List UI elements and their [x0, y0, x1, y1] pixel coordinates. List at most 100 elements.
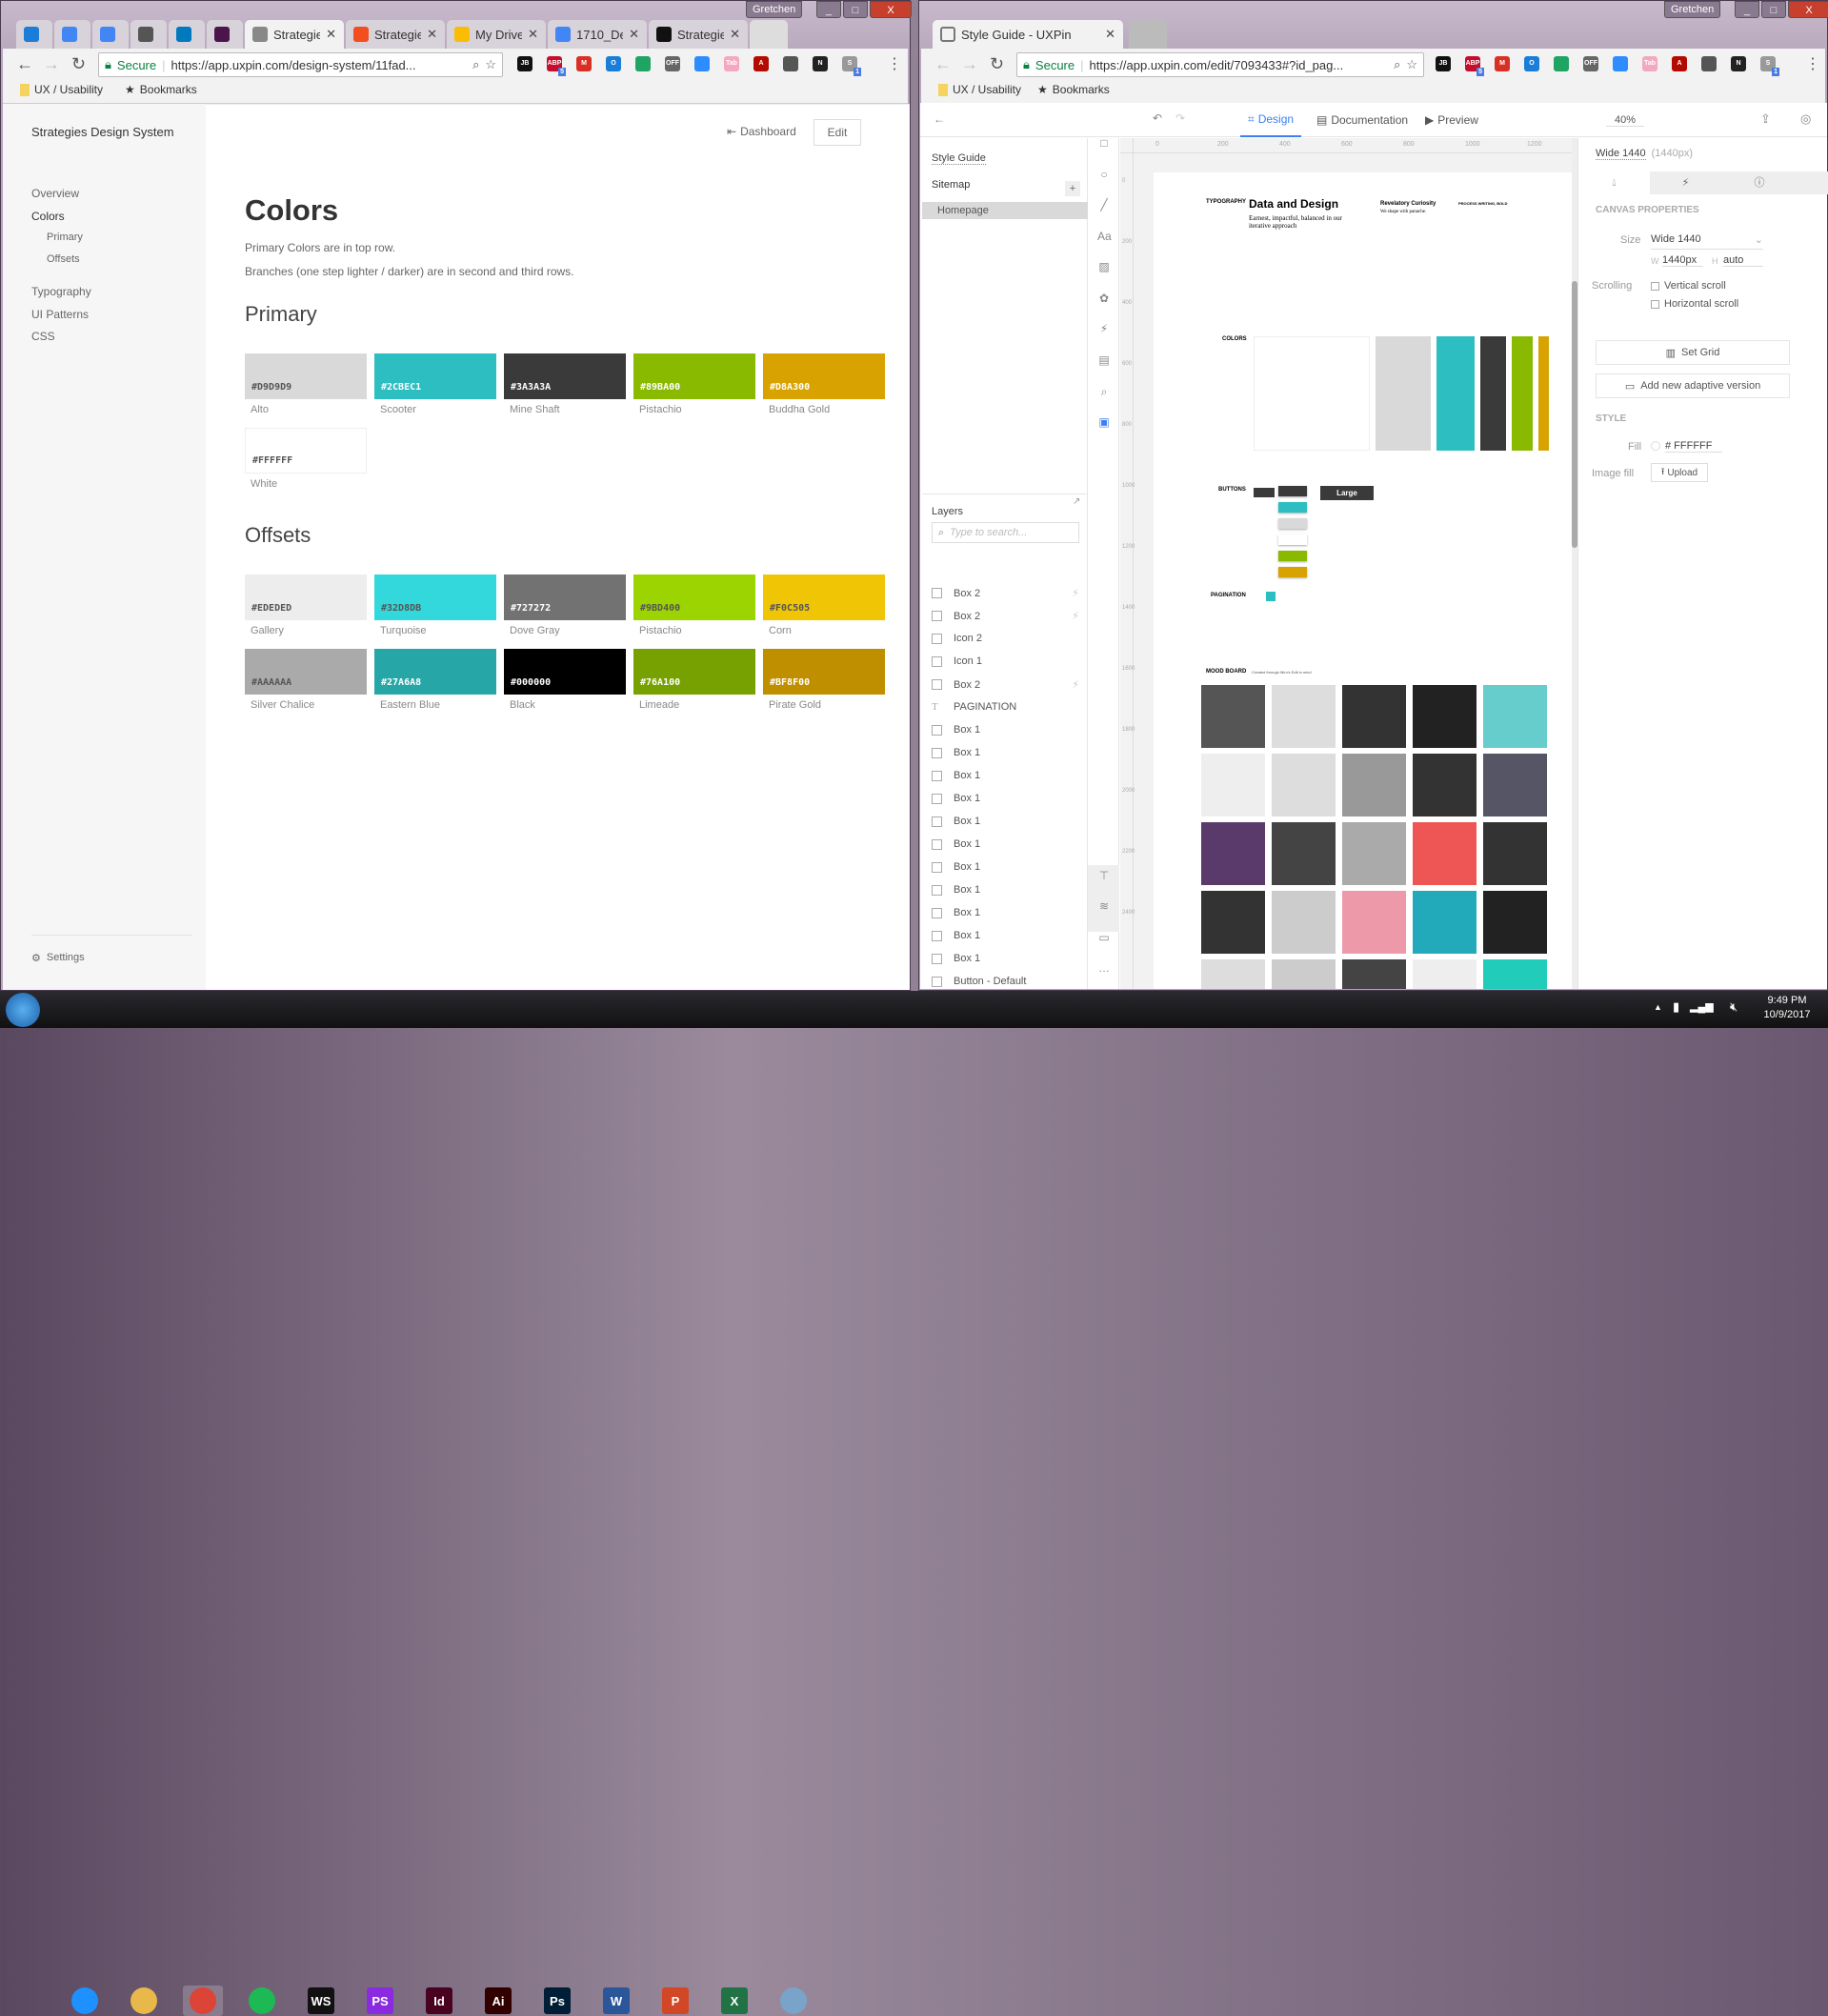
horizontal-scroll-checkbox[interactable]: Horizontal scroll [1651, 298, 1738, 310]
layers-search-input[interactable]: ⌕ Type to search... [932, 522, 1079, 543]
back-arrow-icon[interactable]: ← [934, 112, 945, 126]
extension-icon[interactable]: N [1731, 56, 1746, 71]
layer-item[interactable]: Box 1 [932, 953, 1079, 964]
sidebar-item-primary[interactable]: Primary [47, 232, 83, 243]
bookmark-ux-usability[interactable]: UX / Usability [938, 83, 1021, 96]
forward-icon[interactable]: → [961, 54, 978, 73]
icon-tool-icon[interactable]: ✿ [1098, 292, 1110, 305]
style-tab-drop-icon[interactable]: 💧︎ [1578, 171, 1650, 194]
extension-icon[interactable] [1613, 56, 1628, 71]
close-tab-icon[interactable]: ✕ [1105, 27, 1115, 41]
share-icon[interactable]: ⇪ [1760, 111, 1771, 126]
explorer-icon[interactable] [124, 1986, 164, 2016]
close-window-button[interactable]: X [1788, 1, 1828, 18]
color-swatch[interactable]: #89BA00 [633, 353, 755, 399]
layer-item[interactable]: Box 1 [932, 838, 1079, 850]
maximize-button[interactable]: □ [843, 1, 868, 18]
extension-icon[interactable]: JB [1436, 56, 1451, 71]
illustrator-icon[interactable]: Ai [478, 1986, 518, 2016]
sidebar-item-css[interactable]: CSS [31, 330, 55, 343]
layer-item[interactable]: Box 1 [932, 724, 1079, 736]
layer-item[interactable]: Box 1 [932, 793, 1079, 804]
layer-item[interactable]: Box 1 [932, 861, 1079, 873]
extension-icon[interactable]: Tab [1642, 56, 1657, 71]
layer-item[interactable]: Icon 1 [932, 655, 1079, 667]
layer-item[interactable]: Box 2 ⚡︎ [932, 678, 1079, 691]
minimize-button[interactable]: _ [816, 1, 841, 18]
size-select[interactable]: Wide 1440 ⌄ [1651, 233, 1763, 250]
component-tool-icon[interactable]: ▤ [1098, 353, 1110, 367]
extension-icon[interactable] [635, 56, 651, 71]
spotify-icon[interactable] [242, 1986, 282, 2016]
new-tab-button[interactable] [1129, 20, 1167, 49]
phpstorm-icon[interactable]: PS [360, 1986, 400, 2016]
color-swatch[interactable]: #BF8F00 [763, 649, 885, 695]
color-swatch[interactable]: #EDEDED [245, 575, 367, 620]
powerpoint-icon[interactable]: P [655, 1986, 695, 2016]
design-canvas[interactable]: 0 200 400 600 800 1000 1200 1400 0 200 400 600 800 10… [1120, 138, 1572, 989]
check-circle-icon[interactable]: ◎ [1800, 111, 1812, 126]
word-icon[interactable]: W [596, 1986, 636, 2016]
maximize-button[interactable]: □ [1761, 1, 1786, 18]
color-swatch[interactable]: #32D8DB [374, 575, 496, 620]
set-grid-button[interactable]: ▥ Set Grid [1596, 340, 1790, 365]
search-tool-icon[interactable]: ⌕ [1100, 385, 1108, 398]
show-hidden-icons-icon[interactable]: ▲ [1654, 1002, 1662, 1012]
extension-icon[interactable]: ABP 5 [547, 56, 566, 76]
color-swatch[interactable]: #3A3A3A [504, 353, 626, 399]
profile-button[interactable]: Gretchen [746, 1, 803, 18]
address-bar[interactable]: 🔒︎ Secure | https://app.uxpin.com/edit/7… [1016, 52, 1424, 77]
width-input[interactable]: 1440px [1662, 254, 1703, 267]
redo-icon[interactable]: ↷ [1175, 111, 1186, 125]
text-tool-icon[interactable]: Aa [1097, 230, 1112, 243]
browser-tab[interactable]: Strategie ✕ [649, 20, 748, 49]
layer-item[interactable]: Box 2 ⚡︎ [932, 587, 1079, 599]
minimize-button[interactable]: _ [1735, 1, 1759, 18]
extension-icon[interactable] [694, 56, 710, 71]
browser-tab[interactable]: Strategie ✕ [346, 20, 445, 49]
reload-icon[interactable]: ↻ [990, 54, 1005, 73]
color-swatch[interactable]: #27A6A8 [374, 649, 496, 695]
browser-tab[interactable] [131, 20, 167, 49]
indesign-icon[interactable]: Id [419, 1986, 459, 2016]
color-swatch[interactable]: #D9D9D9 [245, 353, 367, 399]
paint-icon[interactable] [773, 1986, 814, 2016]
extension-icon[interactable]: JB [517, 56, 532, 71]
forward-icon[interactable]: → [43, 54, 60, 73]
excel-icon[interactable]: X [714, 1986, 754, 2016]
layers-stack-icon[interactable]: ≋ [1098, 899, 1110, 913]
height-input[interactable]: auto [1723, 254, 1763, 267]
color-swatch[interactable]: #9BD400 [633, 575, 755, 620]
sidebar-item-offsets[interactable]: Offsets [47, 253, 80, 265]
color-swatch[interactable]: #2CBEC1 [374, 353, 496, 399]
upload-button[interactable]: ⭱ Upload [1651, 463, 1708, 482]
dashboard-button[interactable]: ⇤ Dashboard [727, 125, 796, 138]
menu-icon[interactable]: ⋮ [1805, 56, 1820, 72]
tab-preview[interactable]: ▶ Preview [1425, 113, 1478, 127]
add-adaptive-version-button[interactable]: ▭ Add new adaptive version [1596, 373, 1790, 398]
start-button[interactable] [6, 993, 40, 1027]
info-tab-icon[interactable]: ⓘ [1754, 177, 1765, 189]
browser-tab[interactable] [92, 20, 129, 49]
extension-icon[interactable]: N [813, 56, 828, 71]
star-icon[interactable]: ☆ [485, 57, 496, 71]
photoshop-icon[interactable]: Ps [537, 1986, 577, 2016]
close-tab-icon[interactable]: ✕ [528, 27, 538, 41]
extension-icon[interactable]: O [606, 56, 621, 71]
extension-icon[interactable]: ABP 5 [1465, 56, 1484, 76]
color-swatch[interactable]: #AAAAAA [245, 649, 367, 695]
color-swatch[interactable]: #F0C505 [763, 575, 885, 620]
extension-icon[interactable]: Tab [724, 56, 739, 71]
ellipse-tool-icon[interactable]: ○ [1100, 168, 1108, 181]
zoom-icon[interactable]: ⌕ [1394, 57, 1401, 71]
sidebar-item-colors[interactable]: Colors [31, 210, 65, 223]
layer-item[interactable]: Box 1 [932, 884, 1079, 896]
expand-icon[interactable]: ↗ [1073, 496, 1081, 507]
page-item-homepage[interactable]: Homepage [922, 202, 1088, 219]
browser-tab[interactable] [169, 20, 205, 49]
color-swatch[interactable]: #D8A300 [763, 353, 885, 399]
color-swatch[interactable]: #000000 [504, 649, 626, 695]
back-icon[interactable]: ← [934, 54, 952, 73]
bookmark-bookmarks[interactable]: ★ Bookmarks [1037, 83, 1110, 96]
